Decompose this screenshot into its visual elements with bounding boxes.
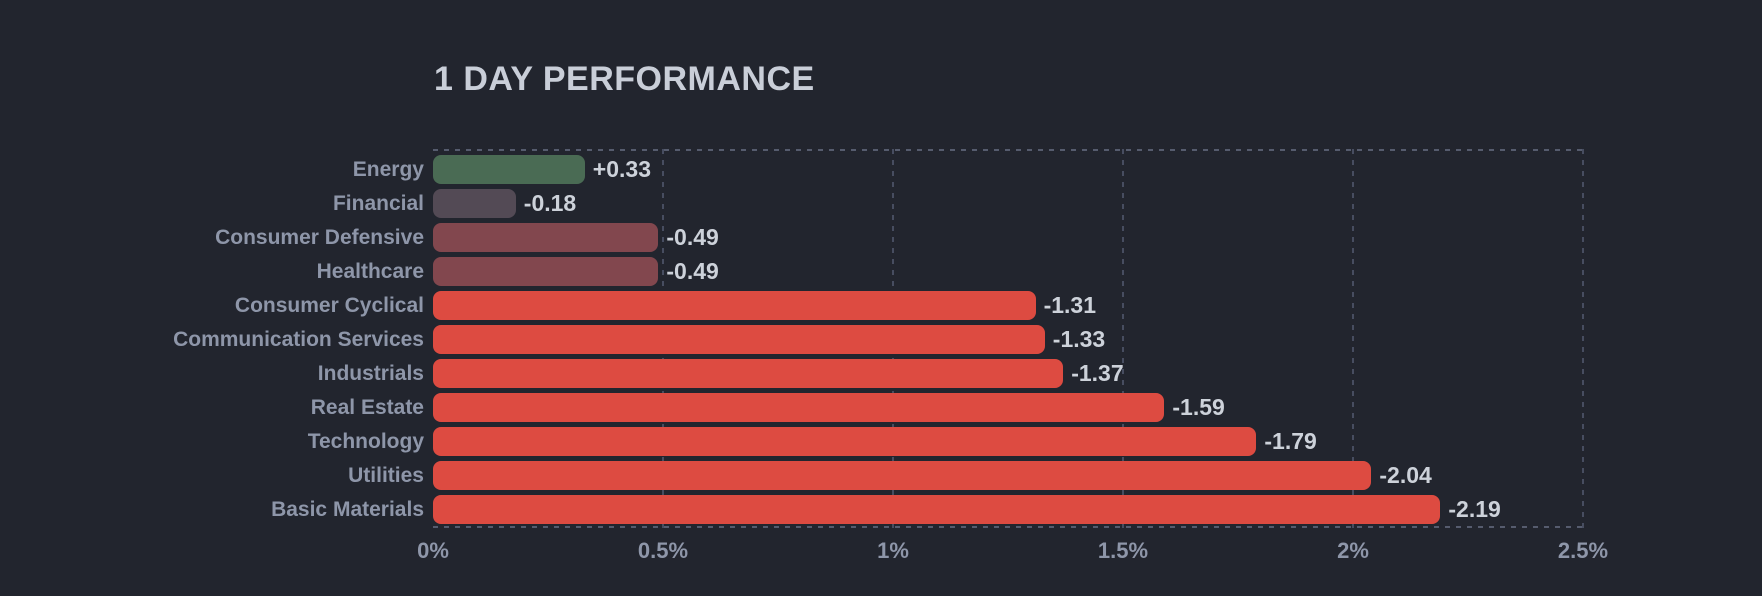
x-axis: 0% 0.5% 1% 1.5% 2% 2.5%	[417, 538, 1608, 568]
value-label: -2.19	[1448, 496, 1501, 522]
x-axis-tick-label: 2%	[1337, 538, 1369, 563]
x-axis-tick-label: 1.5%	[1097, 538, 1149, 563]
bar-row: Consumer Cyclical -1.31	[235, 291, 1583, 320]
category-label: Basic Materials	[271, 498, 424, 521]
category-label: Communication Services	[173, 328, 424, 351]
value-bar	[433, 291, 1036, 320]
category-label: Industrials	[317, 362, 424, 385]
bar-row: Consumer Defensive -0.49	[215, 223, 1583, 252]
value-bar	[433, 257, 659, 286]
plot-area: Energy +0.33 Financial -0.18 Consumer De…	[173, 149, 1584, 528]
value-label: -1.59	[1172, 394, 1225, 420]
value-bar	[433, 189, 516, 218]
category-label: Technology	[307, 430, 424, 453]
bar-row: Basic Materials -2.19	[271, 495, 1583, 524]
category-label: Financial	[332, 192, 424, 215]
category-label: Healthcare	[316, 260, 424, 283]
value-label: -1.79	[1264, 428, 1317, 454]
value-bar	[433, 461, 1372, 490]
value-label: -1.33	[1052, 326, 1106, 352]
bar-row: Healthcare -0.49	[317, 257, 1583, 286]
bar-row: Utilities -2.04	[348, 461, 1583, 490]
vertical-gridline	[1582, 149, 1584, 528]
category-label: Consumer Cyclical	[234, 294, 424, 317]
value-bar	[433, 325, 1045, 354]
value-label: -0.49	[666, 258, 719, 284]
x-axis-tick-label: 2.5%	[1557, 538, 1609, 563]
value-label: -1.31	[1043, 292, 1097, 318]
bar-row: Financial -0.18	[333, 189, 1583, 218]
plot-bottom-border	[433, 526, 1583, 528]
value-label: -2.04	[1379, 462, 1432, 488]
x-axis-tick-label: 0%	[417, 538, 449, 563]
value-bar	[433, 359, 1064, 388]
value-label: +0.33	[592, 156, 651, 182]
plot-top-border	[433, 149, 1583, 151]
value-label: -0.18	[523, 190, 577, 216]
chart-title: 1 DAY PERFORMANCE	[434, 60, 815, 98]
value-label: -1.37	[1071, 360, 1124, 386]
value-bar	[433, 393, 1165, 422]
bar-rows: Energy +0.33 Financial -0.18 Consumer De…	[173, 149, 1583, 528]
bar-row: Technology -1.79	[308, 427, 1583, 456]
bar-row: Communication Services -1.33	[173, 325, 1583, 354]
bar-row: Real Estate -1.59	[311, 393, 1583, 422]
value-bar	[433, 223, 659, 252]
category-label: Real Estate	[310, 396, 424, 419]
x-axis-tick-label: 1%	[877, 538, 909, 563]
bar-row: Energy +0.33	[353, 155, 1583, 184]
category-label: Consumer Defensive	[215, 226, 424, 249]
category-label: Energy	[352, 158, 424, 181]
x-axis-tick-label: 0.5%	[637, 538, 689, 563]
value-bar	[433, 427, 1257, 456]
vertical-gridline	[1122, 149, 1124, 528]
value-bar	[433, 155, 585, 184]
category-label: Utilities	[348, 464, 424, 487]
value-bar	[433, 495, 1441, 524]
vertical-gridline	[1352, 149, 1354, 528]
value-label: -0.49	[666, 224, 719, 250]
bar-row: Industrials -1.37	[318, 359, 1583, 388]
